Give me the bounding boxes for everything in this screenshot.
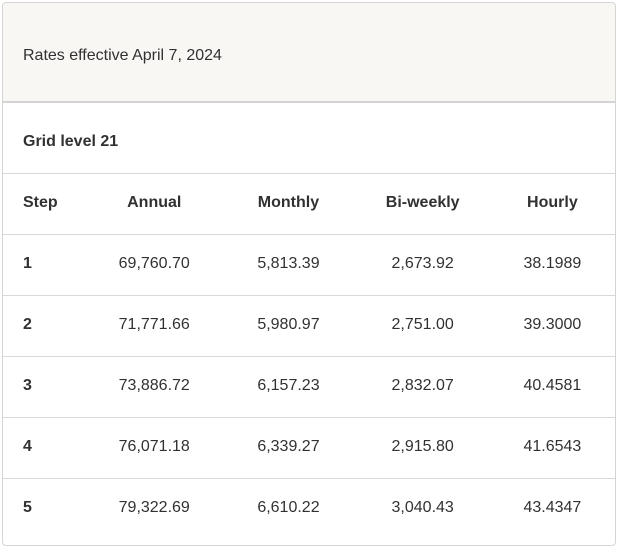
cell-annual: 79,322.69 — [118, 499, 190, 516]
cell-step: 4 — [3, 417, 88, 479]
pay-rates-card: Rates effective April 7, 2024 Grid level… — [2, 2, 616, 546]
table-row: 1 69,760.70 5,813.39 2,673.92 38.1989 — [3, 234, 615, 296]
cell-monthly: 6,339.27 — [221, 417, 356, 479]
cell-hourly: 38.1989 — [489, 234, 615, 296]
rates-effective-text: Rates effective April 7, 2024 — [23, 47, 222, 64]
column-header-step: Step — [3, 174, 88, 235]
table-row: 2 71,771.66 5,980.97 2,751.00 39.3000 — [3, 295, 615, 357]
rates-effective-banner: Rates effective April 7, 2024 — [3, 3, 615, 103]
cell-monthly: 6,610.22 — [257, 499, 320, 516]
column-header-hourly: Hourly — [489, 174, 615, 235]
table-body: 1 69,760.70 5,813.39 2,673.92 38.1989 2 71,771… — [3, 234, 615, 546]
cell-bi-weekly: 3,040.43 — [391, 499, 454, 516]
cell-annual: 69,760.70 — [87, 234, 222, 296]
cell-hourly: 41.6543 — [489, 417, 615, 479]
column-header-annual: Annual — [87, 174, 222, 235]
table-row: 3 73,886.72 6,157.23 2,832.07 40.4581 — [3, 356, 615, 418]
cell-annual: 71,771.66 — [87, 295, 222, 357]
cell-bi-weekly: 2,673.92 — [355, 234, 490, 296]
cell-annual: 76,071.18 — [87, 417, 222, 479]
cell-monthly: 5,980.97 — [221, 295, 356, 357]
cell-bi-weekly: 2,915.80 — [355, 417, 490, 479]
cell-step: 5 — [23, 499, 32, 516]
cell-step: 1 — [3, 234, 88, 296]
table-header-row: Step Annual Monthly Bi-weekly Hourly — [3, 174, 615, 235]
grid-level-heading: Grid level 21 — [3, 103, 615, 174]
cell-hourly: 39.3000 — [489, 295, 615, 357]
cell-step: 3 — [3, 356, 88, 418]
cell-monthly: 5,813.39 — [221, 234, 356, 296]
cell-bi-weekly: 2,751.00 — [355, 295, 490, 357]
cell-bi-weekly: 2,832.07 — [355, 356, 490, 418]
cell-annual: 73,886.72 — [87, 356, 222, 418]
grid-level-text: Grid level 21 — [23, 133, 119, 150]
column-header-monthly: Monthly — [221, 174, 356, 235]
table-row: 5 79,322.69 6,610.22 3,040.43 43.4347 — [3, 479, 615, 546]
cell-hourly: 40.4581 — [489, 356, 615, 418]
cell-step: 2 — [3, 295, 88, 357]
cell-monthly: 6,157.23 — [221, 356, 356, 418]
column-header-bi-weekly: Bi-weekly — [355, 174, 490, 235]
pay-rates-table: Step Annual Monthly Bi-weekly Hourly 1 69,760… — [3, 174, 615, 545]
table-row: 4 76,071.18 6,339.27 2,915.80 41.6543 — [3, 417, 615, 479]
cell-hourly: 43.4347 — [523, 499, 582, 516]
